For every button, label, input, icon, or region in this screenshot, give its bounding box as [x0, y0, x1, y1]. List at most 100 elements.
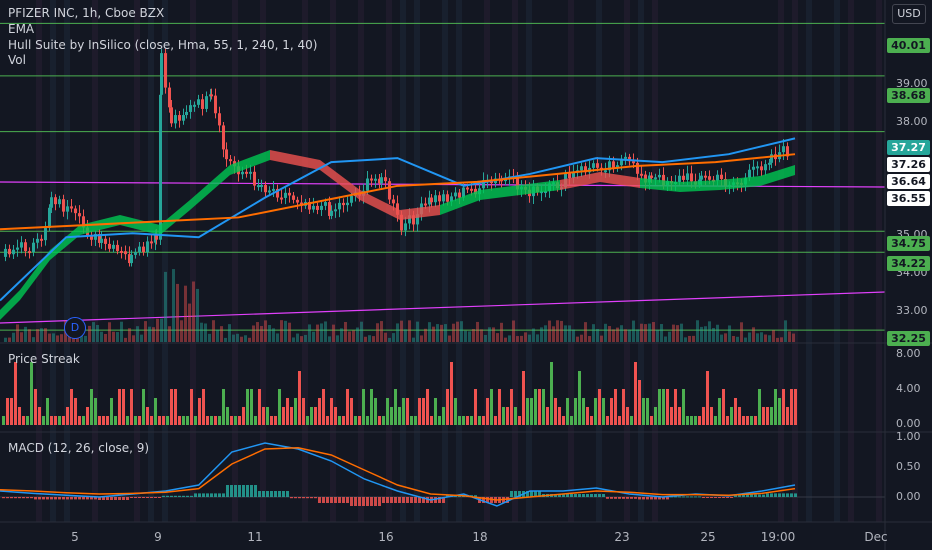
- macd-histogram-bar: [94, 497, 97, 500]
- candle-body: [62, 199, 65, 212]
- macd-histogram-bar: [310, 497, 313, 499]
- volume-bar: [380, 321, 383, 342]
- macd-histogram-bar: [726, 497, 729, 498]
- volume-bar: [212, 320, 215, 342]
- volume-bar: [116, 332, 119, 342]
- volume-bar: [404, 329, 407, 342]
- volume-bar: [744, 337, 747, 342]
- streak-bar: [474, 389, 477, 425]
- candle-body: [104, 238, 107, 244]
- volume-bar: [604, 323, 607, 342]
- macd-histogram-bar: [250, 485, 253, 497]
- macd-histogram-bar: [394, 497, 397, 503]
- streak-bar: [230, 416, 233, 425]
- streak-bar: [550, 362, 553, 425]
- streak-bar: [326, 416, 329, 425]
- ema-legend[interactable]: EMA: [8, 22, 35, 36]
- volume-bar: [36, 329, 39, 342]
- volume-bar: [12, 332, 15, 342]
- volume-bar: [588, 336, 591, 342]
- candle-body: [138, 246, 141, 253]
- streak-bar: [298, 371, 301, 425]
- macd-histogram-bar: [174, 495, 177, 497]
- macd-histogram-bar: [110, 497, 113, 500]
- streak-bar: [490, 389, 493, 425]
- streak-bar: [106, 416, 109, 425]
- candle-body: [768, 162, 771, 165]
- time-tick: 25: [700, 530, 716, 544]
- streak-bar: [562, 416, 565, 425]
- streak-bar: [618, 416, 621, 425]
- price-tag-support: 34.22: [887, 256, 930, 271]
- volume-bar: [264, 320, 267, 342]
- macd-histogram-bar: [618, 497, 621, 499]
- macd-histogram-bar: [238, 485, 241, 497]
- candle-body: [185, 111, 188, 116]
- candle-body: [142, 246, 145, 253]
- candle-body: [12, 249, 15, 255]
- candle-body: [189, 105, 192, 112]
- macd-histogram-bar: [370, 497, 373, 506]
- streak-bar: [30, 362, 33, 425]
- candle-body: [112, 244, 115, 249]
- streak-bar: [486, 398, 489, 425]
- currency-button[interactable]: USD: [892, 4, 926, 24]
- volume-bar: [140, 334, 143, 342]
- volume-bar: [532, 328, 535, 342]
- streak-bar: [558, 407, 561, 425]
- volume-bar: [292, 337, 295, 342]
- session-stripe: [848, 0, 854, 522]
- volume-bar: [656, 329, 659, 342]
- macd-tick: 0.00: [896, 490, 921, 503]
- price-tag-support: 32.25: [887, 331, 930, 346]
- macd-histogram-bar: [42, 497, 45, 500]
- candle-body: [150, 241, 153, 244]
- candle-body: [174, 115, 177, 124]
- candle-body: [628, 156, 631, 162]
- streak-bar: [658, 389, 661, 425]
- volume-bar: [784, 320, 787, 342]
- macd-histogram-bar: [578, 494, 581, 497]
- streak-bar: [314, 407, 317, 425]
- macd-histogram-bar: [442, 497, 445, 503]
- volume-bar: [568, 325, 571, 342]
- macd-histogram-bar: [350, 497, 353, 506]
- streak-bar: [714, 416, 717, 425]
- volume-bar: [636, 329, 639, 342]
- macd-histogram-bar: [366, 497, 369, 506]
- macd-histogram-bar: [594, 494, 597, 497]
- volume-bar: [260, 325, 263, 342]
- volume-bar: [416, 321, 419, 342]
- candle-body: [470, 188, 473, 191]
- streak-bar: [470, 416, 473, 425]
- streak-bar: [746, 416, 749, 425]
- streak-bar: [766, 407, 769, 425]
- streak-bar: [686, 416, 689, 425]
- candle-body: [752, 166, 755, 170]
- candle-body: [416, 214, 419, 225]
- ema-fast-line: [0, 137, 796, 302]
- volume-legend[interactable]: Vol: [8, 53, 26, 67]
- session-stripe: [358, 0, 364, 522]
- candle-body: [654, 177, 657, 180]
- hull-suite-legend[interactable]: Hull Suite by InSilico (close, Hma, 55, …: [8, 38, 318, 52]
- volume-bar: [240, 336, 243, 342]
- candle-body: [770, 154, 773, 163]
- macd-histogram-bar: [306, 497, 309, 499]
- candle-body: [400, 214, 403, 231]
- volume-bar: [488, 327, 491, 342]
- candle-body: [408, 215, 411, 224]
- volume-bar: [304, 334, 307, 342]
- hull-band: [20, 250, 50, 300]
- dividend-marker[interactable]: D: [64, 317, 86, 339]
- volume-bar: [664, 336, 667, 342]
- hull-band: [440, 190, 480, 215]
- candle-body: [128, 254, 131, 264]
- macd-histogram-bar: [658, 497, 661, 500]
- streak-bar: [14, 362, 17, 425]
- streak-bar: [530, 398, 533, 425]
- volume-bar: [376, 323, 379, 342]
- volume-bar: [192, 281, 195, 342]
- macd-histogram-bar: [226, 485, 229, 497]
